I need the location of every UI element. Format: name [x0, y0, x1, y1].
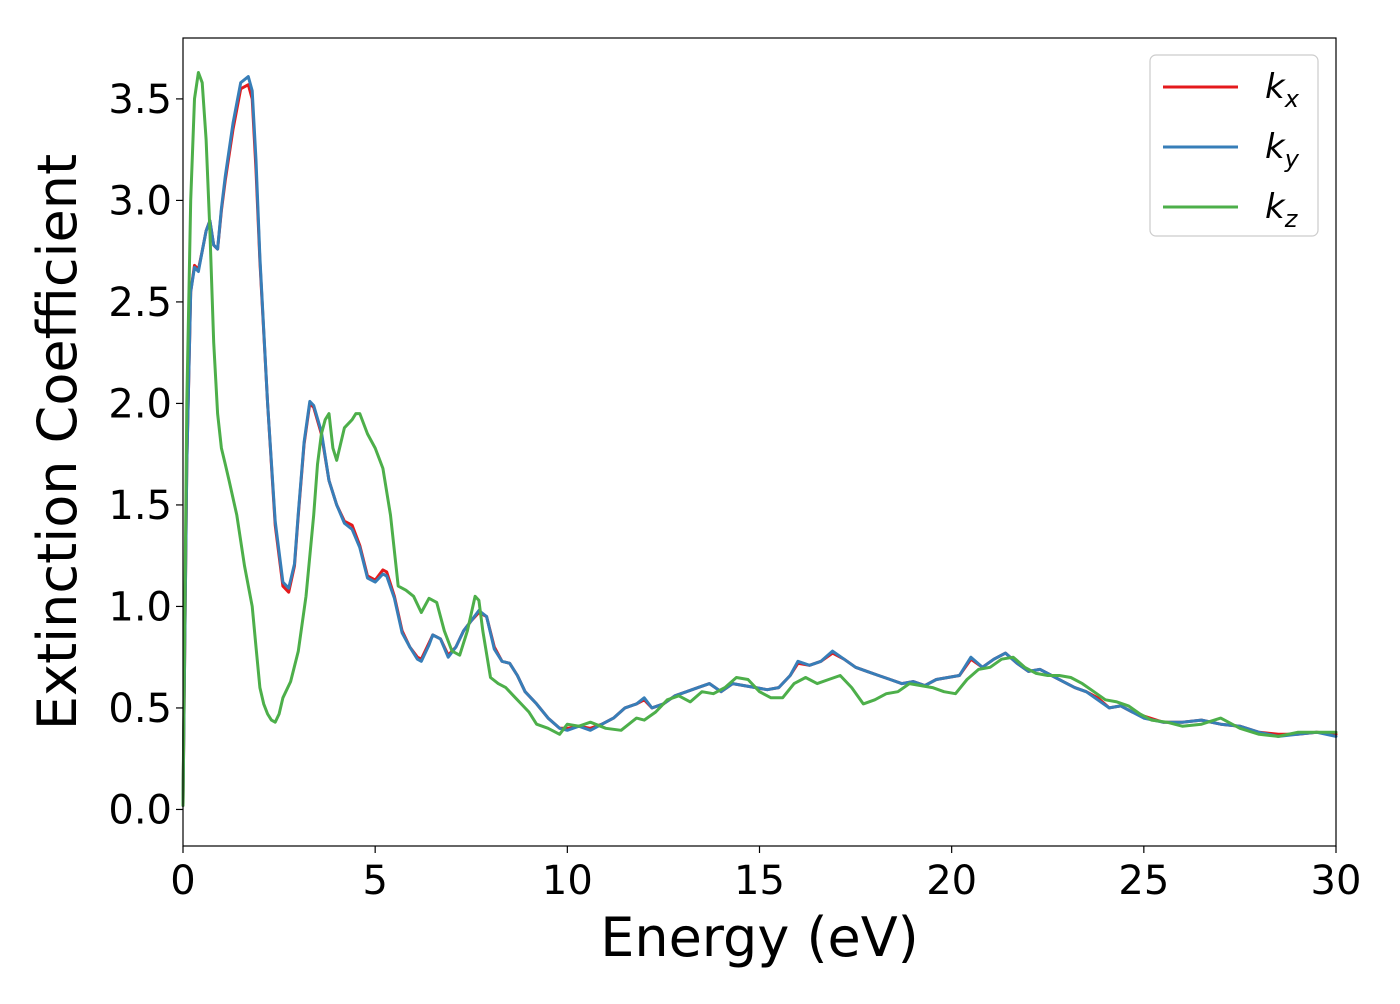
x-axis: 0 5 10 15 20 25 30: [170, 846, 1361, 904]
y-tick-label: 0.5: [108, 686, 172, 732]
series-layer: [181, 71, 1338, 807]
y-tick-label: 1.0: [108, 584, 172, 630]
y-tick-label: 3.5: [108, 77, 172, 123]
x-axis-title: Energy (eV): [600, 906, 919, 969]
y-axis: 0.0 0.5 1.0 1.5 2.0 2.5 3.0 3.5: [108, 77, 183, 833]
x-tick-label: 20: [926, 858, 977, 904]
y-axis-title: Extinction Coefficient: [26, 154, 89, 730]
y-tick-label: 3.0: [108, 178, 172, 224]
x-tick-label: 5: [362, 858, 387, 904]
x-tick-label: 10: [542, 858, 593, 904]
x-tick-label: 30: [1311, 858, 1362, 904]
x-tick-label: 25: [1118, 858, 1169, 904]
y-tick-label: 1.5: [108, 483, 172, 529]
series-line-z: [181, 71, 1338, 807]
y-tick-label: 0.0: [108, 787, 172, 833]
y-tick-label: 2.0: [108, 381, 172, 427]
x-tick-label: 15: [734, 858, 785, 904]
x-tick-label: 0: [170, 858, 195, 904]
y-tick-label: 2.5: [108, 280, 172, 326]
